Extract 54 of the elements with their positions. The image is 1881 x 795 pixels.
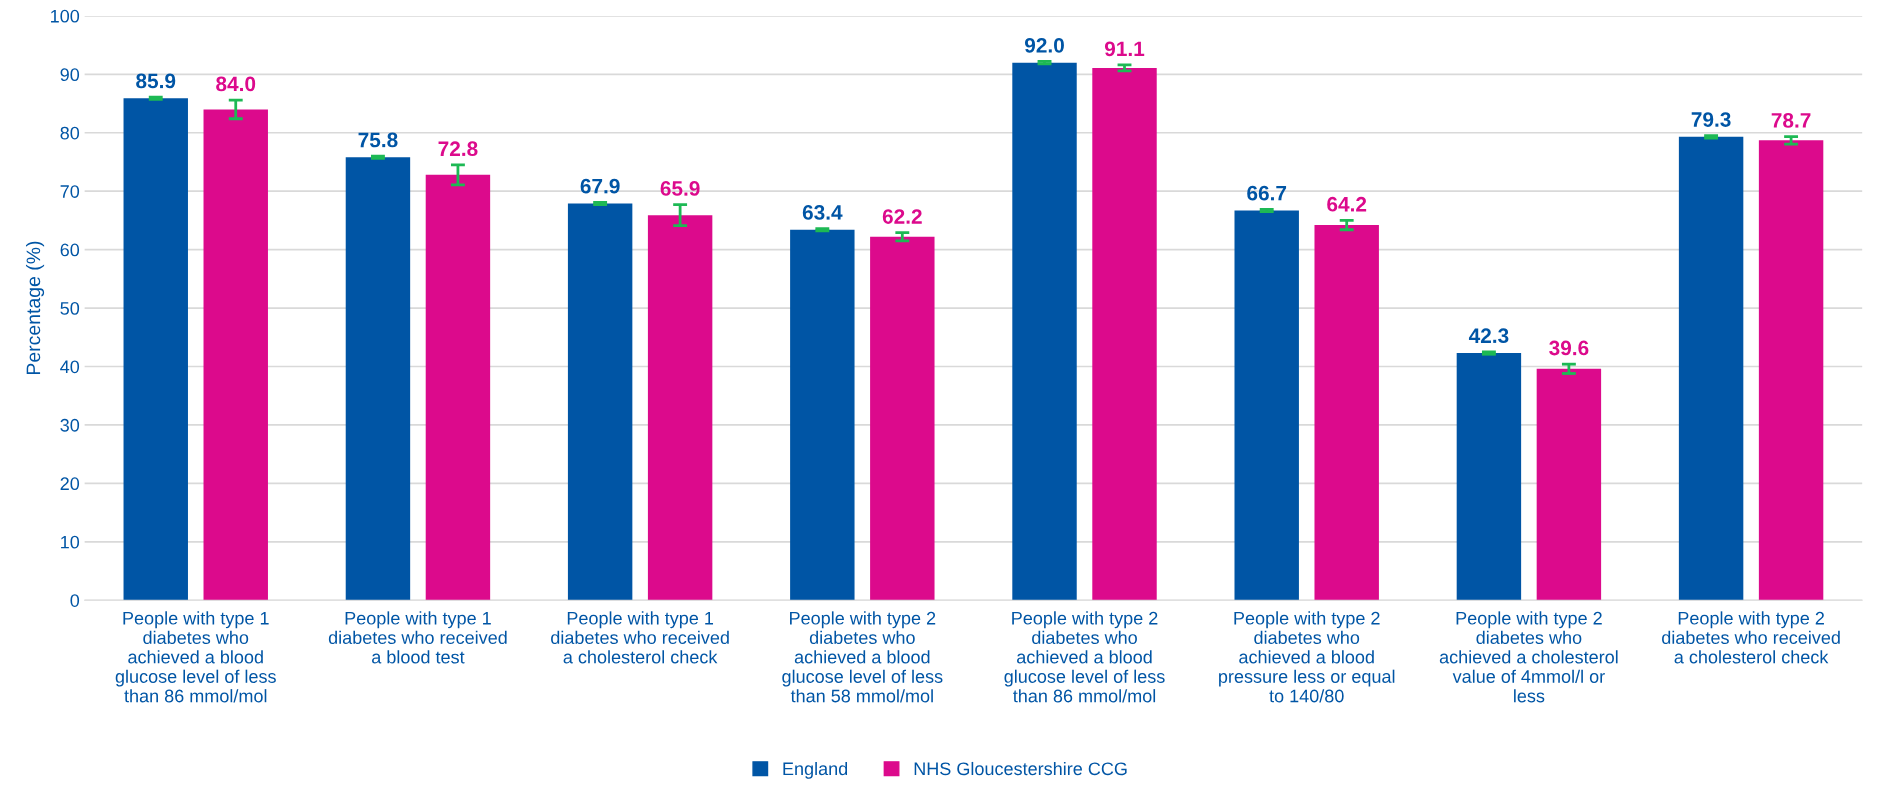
data-label: 66.7: [1247, 185, 1287, 201]
y-tick-label: 10: [61, 535, 80, 549]
bar: [1456, 353, 1522, 601]
legend-label: NHS Gloucestershire CCG: [914, 761, 1127, 776]
bar: [567, 203, 633, 601]
bar: [203, 109, 268, 601]
y-tick-label: 30: [60, 418, 80, 432]
bar: [1758, 140, 1824, 601]
data-label: 85.9: [136, 73, 176, 89]
x-tick-label: People with type 1 diabetes who received a cholesterol check: [551, 611, 729, 664]
data-label: 72.8: [438, 141, 478, 157]
bar: [647, 215, 713, 601]
bar: [1678, 136, 1744, 601]
bar: [870, 236, 935, 601]
y-tick-label: 100: [51, 9, 80, 23]
data-label: 75.8: [358, 132, 398, 148]
x-tick-label: People with type 2 diabetes who received a cholesterol check: [1662, 611, 1840, 664]
data-label: 64.2: [1327, 196, 1367, 212]
bar: [1314, 225, 1379, 601]
y-tick-label: 40: [60, 360, 80, 374]
data-label: 92.0: [1024, 37, 1064, 53]
data-label: 84.0: [216, 76, 256, 92]
y-tick-label: 90: [60, 68, 80, 82]
x-tick-label: People with type 1 diabetes who received a blood test: [328, 611, 507, 664]
legend-label: England: [783, 761, 848, 779]
data-label: 42.3: [1468, 328, 1509, 344]
y-tick-label: 50: [60, 302, 80, 315]
data-label: 67.9: [580, 178, 620, 194]
x-tick-label: People with type 2 diabetes who achieved a blood glucose level of less than 58 mmol/mol: [782, 611, 943, 703]
bar: [1536, 368, 1602, 601]
bar: [1234, 210, 1299, 601]
data-label: 78.7: [1771, 113, 1811, 128]
x-tick-label: People with type 2 diabetes who achieved a blood glucose level of less than 86 mmol/mol: [1004, 611, 1165, 703]
y-tick-label: 0: [70, 594, 80, 607]
bar: [345, 157, 411, 601]
y-tick-label: 80: [60, 126, 80, 140]
data-label: 62.2: [882, 209, 922, 224]
y-tick-label: 20: [60, 477, 80, 491]
data-label: 63.4: [802, 205, 843, 220]
bar: [425, 174, 491, 601]
data-label: 65.9: [660, 181, 700, 196]
y-axis-title: Percentage (%): [25, 241, 45, 375]
bar: [1012, 62, 1077, 601]
bar: [123, 98, 188, 601]
x-tick-label: People with type 1 diabetes who achieved a blood glucose level of less than 86 mmol/mol: [115, 611, 276, 703]
y-tick-label: 70: [60, 185, 80, 198]
data-label: 79.3: [1691, 112, 1731, 127]
bar: [1092, 67, 1157, 601]
x-tick-label: People with type 2 diabetes who achieved a cholesterol value of 4mmol/l or less: [1439, 611, 1618, 703]
x-tick-label: People with type 2 diabetes who achieved a blood pressure less or equal to 140/80: [1219, 611, 1395, 703]
y-tick-label: 60: [60, 243, 80, 257]
data-label: 91.1: [1104, 41, 1145, 57]
bar: [790, 229, 855, 601]
data-label: 39.6: [1549, 340, 1589, 356]
